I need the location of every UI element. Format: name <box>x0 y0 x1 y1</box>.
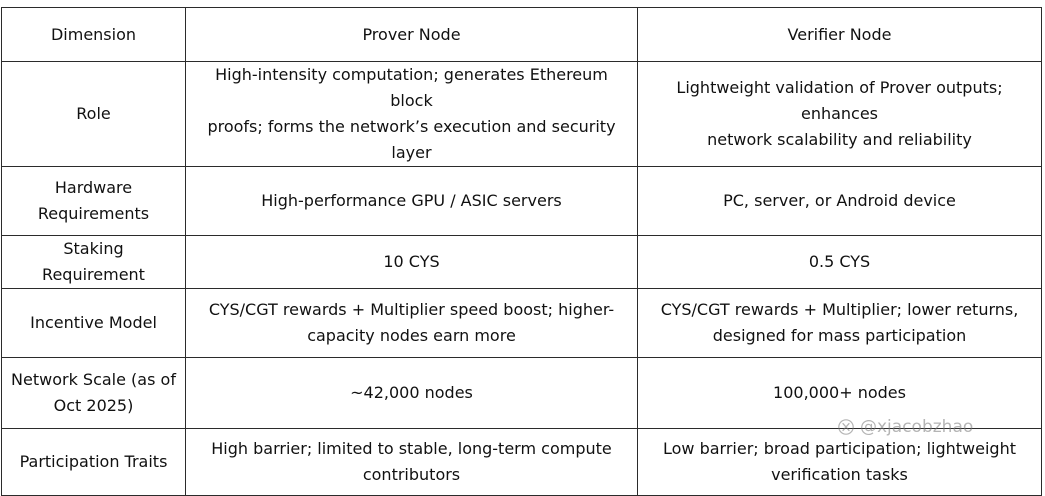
row-label-role: Role <box>1 61 186 167</box>
cell-line: 0.5 CYS <box>808 252 871 271</box>
table-row: Incentive Model CYS/CGT rewards + Multip… <box>1 288 1042 358</box>
cell-line: Low barrier; broad participation; lightw… <box>663 439 1016 458</box>
header-prover-node: Prover Node <box>185 7 638 62</box>
cell-verifier-incentive: CYS/CGT rewards + Multiplier; lower retu… <box>637 288 1042 358</box>
row-label-hardware: Hardware Requirements <box>1 166 186 236</box>
row-label-network-scale: Network Scale (as of Oct 2025) <box>1 357 186 429</box>
row-label-line: Network Scale (as of <box>11 370 176 389</box>
cell-line: CYS/CGT rewards + Multiplier; lower retu… <box>660 300 1019 319</box>
cell-verifier-participation: Low barrier; broad participation; lightw… <box>637 428 1042 496</box>
cell-prover-network-scale: ~42,000 nodes <box>185 357 638 429</box>
table-row: Hardware Requirements High-performance G… <box>1 166 1042 236</box>
cell-line: CYS/CGT rewards + Multiplier speed boost… <box>208 300 615 319</box>
cell-verifier-hardware: PC, server, or Android device <box>637 166 1042 236</box>
cell-line: 10 CYS <box>383 252 440 271</box>
row-label-line: Staking Requirement <box>42 239 145 284</box>
table-row: Role High-intensity computation; generat… <box>1 61 1042 167</box>
cell-prover-hardware: High-performance GPU / ASIC servers <box>185 166 638 236</box>
cell-line: verification tasks <box>771 465 908 484</box>
header-verifier-node: Verifier Node <box>637 7 1042 62</box>
watermark: @xjacobzhao <box>838 416 973 438</box>
cell-line: contributors <box>362 465 461 484</box>
row-label-staking: Staking Requirement <box>1 235 186 289</box>
cell-line: network scalability and reliability <box>707 130 972 149</box>
cell-line: proofs; forms the network’s execution an… <box>207 117 616 162</box>
header-dimension: Dimension <box>1 7 186 62</box>
cell-line: High barrier; limited to stable, long-te… <box>211 439 612 458</box>
cell-verifier-staking: 0.5 CYS <box>637 235 1042 289</box>
watermark-text: @xjacobzhao <box>860 417 974 437</box>
cell-line: ~42,000 nodes <box>350 383 473 402</box>
cell-verifier-role: Lightweight validation of Prover outputs… <box>637 61 1042 167</box>
cell-line: designed for mass participation <box>712 326 967 345</box>
cell-line: High-performance GPU / ASIC servers <box>261 191 562 210</box>
cell-prover-staking: 10 CYS <box>185 235 638 289</box>
row-label-line: Oct 2025) <box>53 396 134 415</box>
cell-line: capacity nodes earn more <box>307 326 516 345</box>
row-label-incentive: Incentive Model <box>1 288 186 358</box>
cell-prover-incentive: CYS/CGT rewards + Multiplier speed boost… <box>185 288 638 358</box>
row-label-line: Hardware <box>54 178 133 197</box>
cell-line: 100,000+ nodes <box>773 383 906 402</box>
row-label-line: Role <box>76 104 111 123</box>
cell-line: Lightweight validation of Prover outputs… <box>676 78 1003 123</box>
x-logo-icon <box>838 419 854 435</box>
table-row: Staking Requirement 10 CYS 0.5 CYS <box>1 235 1042 289</box>
cell-prover-role: High-intensity computation; generates Et… <box>185 61 638 167</box>
row-label-line: Requirements <box>37 204 150 223</box>
table-header-row: Dimension Prover Node Verifier Node <box>1 7 1042 62</box>
table-row: Participation Traits High barrier; limit… <box>1 428 1042 496</box>
cell-line: High-intensity computation; generates Et… <box>215 65 608 110</box>
row-label-participation: Participation Traits <box>1 428 186 496</box>
cell-prover-participation: High barrier; limited to stable, long-te… <box>185 428 638 496</box>
cell-line: PC, server, or Android device <box>723 191 956 210</box>
row-label-line: Incentive Model <box>30 313 157 332</box>
